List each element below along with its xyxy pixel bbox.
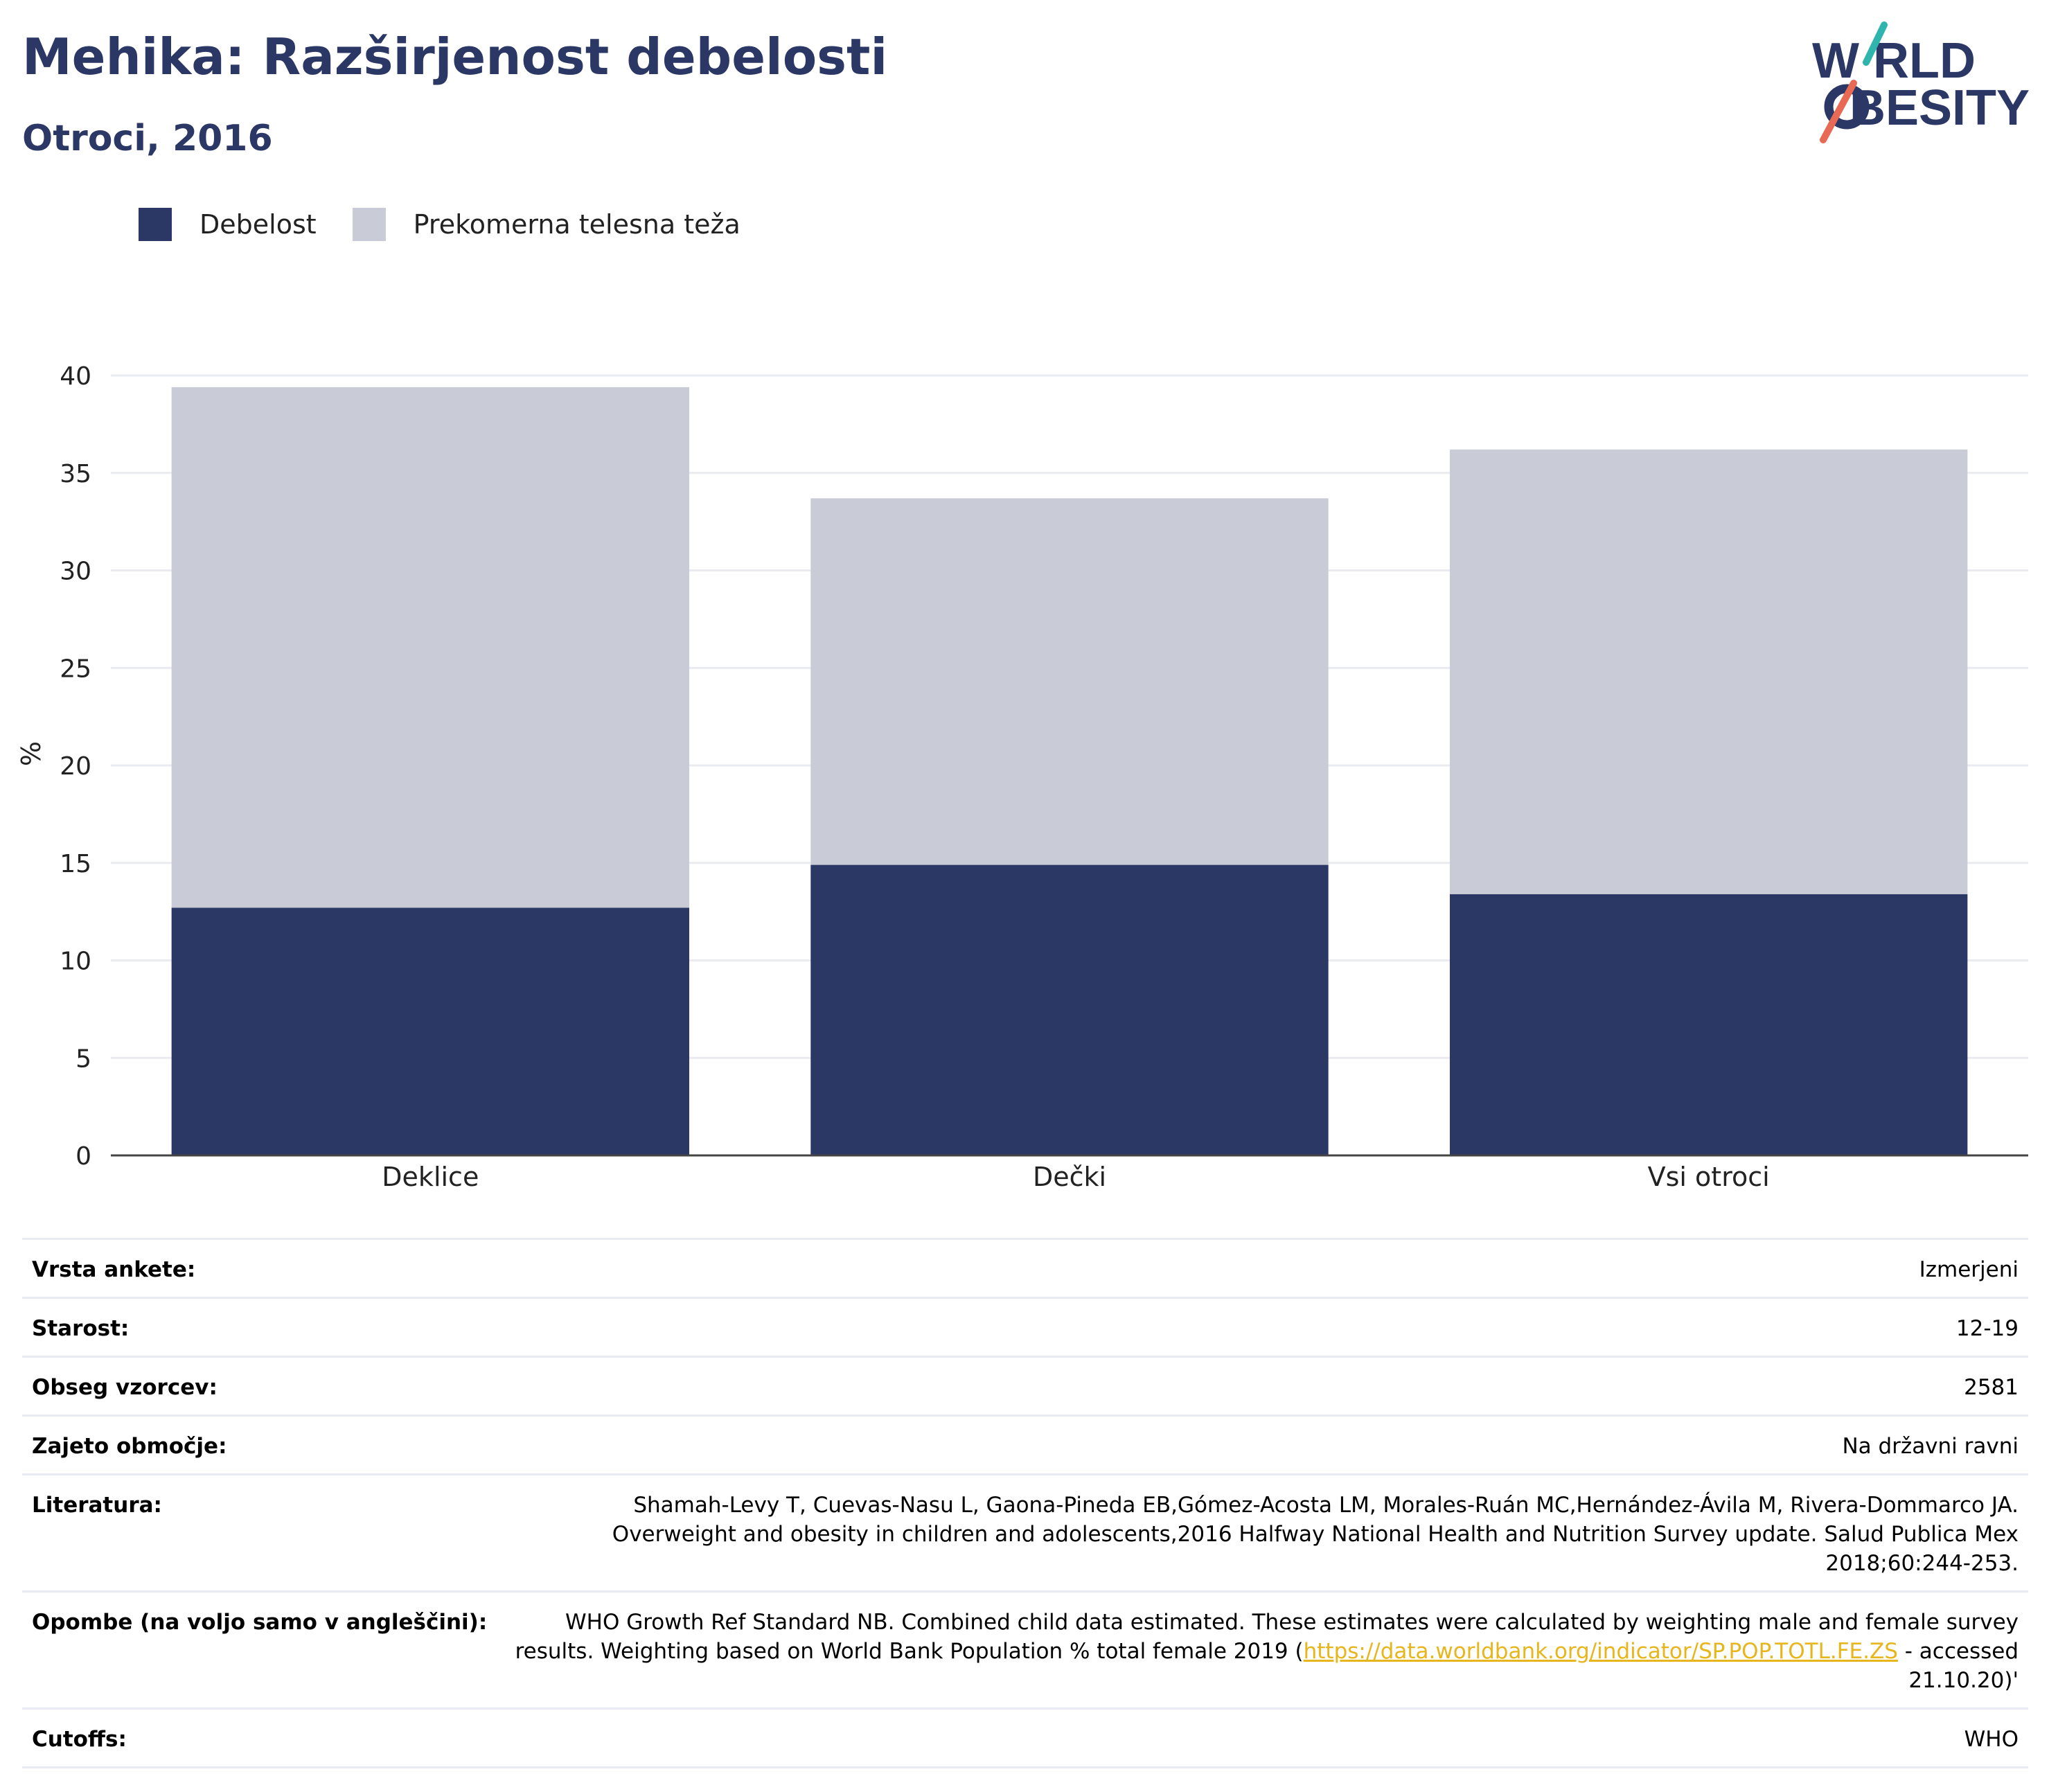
legend-label-obesity: Debelost [199,209,317,240]
y-axis-label: % [16,741,46,766]
x-tick-label: Vsi otroci [1648,1162,1770,1192]
info-row-survey-type: Vrsta ankete: Izmerjeni [22,1238,2028,1297]
y-tick-label: 10 [60,948,91,976]
info-row-literature: Literatura: Shamah-Levy T, Cuevas-Nasu L… [22,1473,2028,1590]
info-row-notes: Opombe (na voljo samo v angleščini): WHO… [22,1590,2028,1707]
bar-segment [1449,449,1968,894]
y-tick-label: 0 [76,1142,91,1171]
legend-item-obesity[interactable]: Debelost [139,208,317,241]
info-value: WHO [1964,1727,2019,1752]
worldbank-link[interactable]: https://data.worldbank.org/indicator/SP.… [1303,1639,1898,1664]
notes-text-end: - accessed 21.10.20)' [1897,1639,2019,1693]
bar-segment [1449,894,1968,1155]
info-row-age: Starost: 12-19 [22,1297,2028,1356]
survey-info-table: Vrsta ankete: Izmerjeni Starost: 12-19 O… [22,1238,2028,1768]
info-label: Opombe (na voljo samo v angleščini): [32,1610,488,1635]
world-obesity-logo: W RLD BESITY [1812,21,2030,143]
info-row-area-covered: Zajeto območje: Na državni ravni [22,1414,2028,1473]
info-value: Shamah-Levy T, Cuevas-Nasu L, Gaona-Pine… [612,1493,2019,1576]
y-tick-label: 15 [60,850,91,878]
info-value: 2581 [1964,1375,2019,1400]
legend-swatch-obesity [139,208,172,241]
info-row-sample-size: Obseg vzorcev: 2581 [22,1356,2028,1414]
bar-segment [810,498,1329,865]
info-value: Na državni ravni [1842,1434,2019,1459]
notes-text: WHO Growth Ref Standard NB. Combined chi… [515,1610,2019,1664]
info-value: WHO Growth Ref Standard NB. Combined chi… [508,1608,2019,1695]
legend-item-overweight[interactable]: Prekomerna telesna teža [352,208,740,241]
info-value: Izmerjeni [1919,1257,2019,1282]
chart-title: Mehika: Razširjenost debelosti [22,28,888,86]
stacked-bar-chart: 0 5 10 15 20 25 30 35 40% Deklice Dečki Vsi otroci [16,362,2028,1192]
bar-segment [810,864,1329,1155]
legend: Debelost Prekomerna telesna teža [139,205,777,244]
info-label: Starost: [32,1316,130,1341]
y-tick-label: 40 [60,362,91,391]
legend-label-overweight: Prekomerna telesna teža [413,209,740,240]
logo-slash-teal [1863,21,1888,66]
info-row-cutoffs: Cutoffs: WHO [22,1707,2028,1768]
info-label: Cutoffs: [32,1727,127,1752]
bar-segment [171,907,690,1155]
info-label: Obseg vzorcev: [32,1375,218,1400]
y-tick-label: 30 [60,558,91,586]
y-tick-label: 35 [60,460,91,488]
x-tick-label: Deklice [382,1162,479,1192]
logo-line-2: BESITY [1850,80,2030,136]
logo-line-1: W RLD [1812,33,1976,89]
x-tick-label: Dečki [1033,1162,1106,1192]
legend-swatch-overweight [352,208,386,241]
info-value: 12-19 [1955,1316,2019,1341]
logo-o-ring [1824,84,1870,130]
y-tick-label: 5 [76,1045,91,1073]
info-label: Literatura: [32,1493,162,1518]
y-tick-label: 25 [60,655,91,683]
logo-slash-coral [1820,80,1857,143]
chart-subtitle: Otroci, 2016 [22,118,273,159]
y-tick-label: 20 [60,752,91,781]
info-label: Zajeto območje: [32,1434,227,1459]
info-label: Vrsta ankete: [32,1257,196,1282]
bar-segment [171,387,690,908]
